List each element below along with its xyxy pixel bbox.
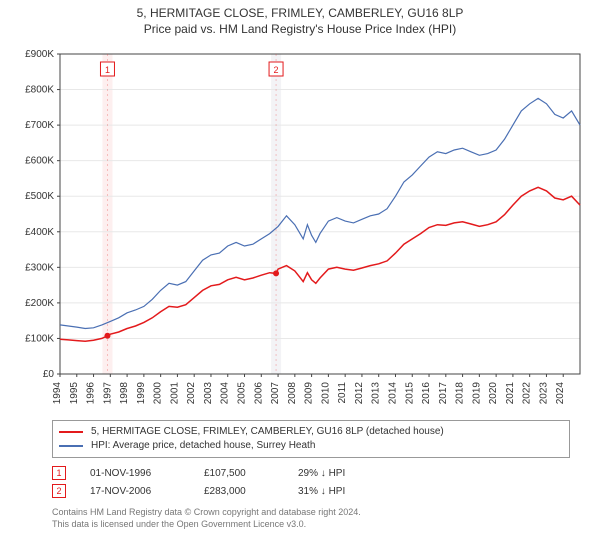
svg-text:1995: 1995 (69, 382, 80, 405)
svg-text:1994: 1994 (52, 382, 63, 405)
svg-text:2008: 2008 (287, 382, 298, 405)
svg-text:2000: 2000 (153, 382, 164, 405)
legend-item: HPI: Average price, detached house, Surr… (59, 439, 563, 453)
svg-text:2001: 2001 (169, 382, 180, 405)
svg-text:1996: 1996 (86, 382, 97, 405)
sale-price: £107,500 (204, 468, 274, 479)
svg-text:2016: 2016 (421, 382, 432, 405)
svg-text:2002: 2002 (186, 382, 197, 405)
svg-text:2005: 2005 (237, 382, 248, 405)
svg-text:£900K: £900K (25, 49, 54, 60)
sale-row: 1 01-NOV-1996 £107,500 29% ↓ HPI (52, 464, 570, 482)
svg-text:1997: 1997 (102, 382, 113, 405)
page-subtitle: Price paid vs. HM Land Registry's House … (0, 22, 600, 36)
svg-text:£600K: £600K (25, 156, 54, 167)
svg-text:2003: 2003 (203, 382, 214, 405)
svg-text:£400K: £400K (25, 227, 54, 238)
svg-text:2021: 2021 (505, 382, 516, 405)
legend: 5, HERMITAGE CLOSE, FRIMLEY, CAMBERLEY, … (52, 420, 570, 458)
svg-text:2017: 2017 (438, 382, 449, 405)
legend-label: 5, HERMITAGE CLOSE, FRIMLEY, CAMBERLEY, … (91, 425, 444, 439)
svg-text:2010: 2010 (320, 382, 331, 405)
svg-text:£500K: £500K (25, 191, 54, 202)
footnotes: Contains HM Land Registry data © Crown c… (52, 506, 570, 530)
sale-date: 01-NOV-1996 (90, 468, 180, 479)
svg-text:1998: 1998 (119, 382, 130, 405)
svg-text:2004: 2004 (220, 382, 231, 405)
legend-swatch (59, 445, 83, 447)
svg-text:1999: 1999 (136, 382, 147, 405)
svg-text:2007: 2007 (270, 382, 281, 405)
sale-marker-icon: 1 (52, 466, 66, 480)
legend-label: HPI: Average price, detached house, Surr… (91, 439, 315, 453)
legend-item: 5, HERMITAGE CLOSE, FRIMLEY, CAMBERLEY, … (59, 425, 563, 439)
svg-text:£800K: £800K (25, 85, 54, 96)
chart-svg: £0 £100K £200K £300K £400K £500K £600K £700K £80… (10, 44, 590, 414)
svg-text:2006: 2006 (253, 382, 264, 405)
svg-text:2020: 2020 (488, 382, 499, 405)
svg-text:2014: 2014 (387, 382, 398, 405)
sale-date: 17-NOV-2006 (90, 486, 180, 497)
svg-text:2018: 2018 (455, 382, 466, 405)
page-title: 5, HERMITAGE CLOSE, FRIMLEY, CAMBERLEY, … (0, 6, 600, 20)
svg-text:2019: 2019 (471, 382, 482, 405)
legend-swatch (59, 431, 83, 433)
svg-text:2: 2 (274, 65, 279, 75)
svg-text:2012: 2012 (354, 382, 365, 405)
svg-text:2022: 2022 (522, 382, 533, 405)
svg-text:£700K: £700K (25, 120, 54, 131)
svg-text:2013: 2013 (371, 382, 382, 405)
footnote-line: This data is licensed under the Open Gov… (52, 518, 570, 530)
sale-row: 2 17-NOV-2006 £283,000 31% ↓ HPI (52, 482, 570, 500)
svg-text:£0: £0 (43, 369, 55, 380)
sales-table: 1 01-NOV-1996 £107,500 29% ↓ HPI 2 17-NOV-200… (52, 464, 570, 500)
svg-text:2015: 2015 (404, 382, 415, 405)
svg-text:2009: 2009 (304, 382, 315, 405)
sale-diff: 31% ↓ HPI (298, 486, 345, 497)
title-block: 5, HERMITAGE CLOSE, FRIMLEY, CAMBERLEY, … (0, 0, 600, 36)
sale-price: £283,000 (204, 486, 274, 497)
price-chart: £0 £100K £200K £300K £400K £500K £600K £700K £80… (10, 44, 590, 414)
svg-text:2011: 2011 (337, 382, 348, 404)
svg-text:£100K: £100K (25, 333, 54, 344)
svg-text:2023: 2023 (538, 382, 549, 405)
footnote-line: Contains HM Land Registry data © Crown c… (52, 506, 570, 518)
svg-text:£200K: £200K (25, 298, 54, 309)
sale-diff: 29% ↓ HPI (298, 468, 345, 479)
sale-marker-icon: 2 (52, 484, 66, 498)
svg-text:£300K: £300K (25, 262, 54, 273)
svg-text:2024: 2024 (555, 382, 566, 405)
svg-text:1: 1 (105, 65, 110, 75)
